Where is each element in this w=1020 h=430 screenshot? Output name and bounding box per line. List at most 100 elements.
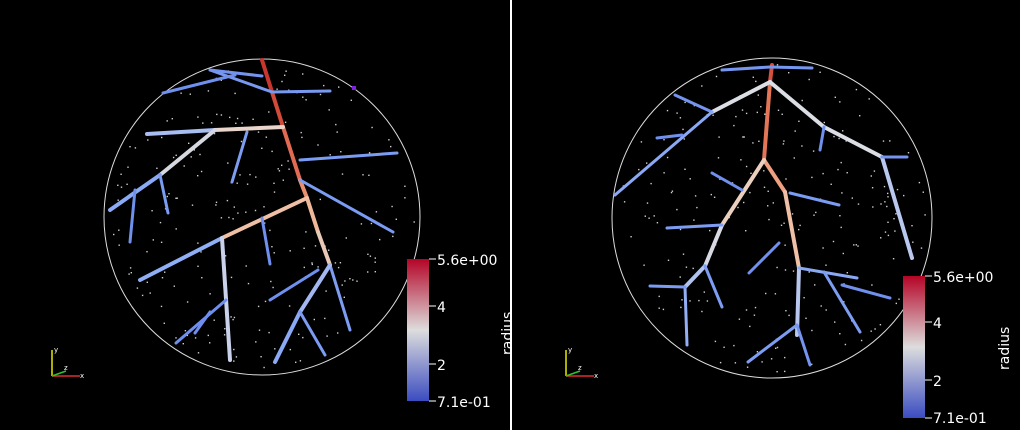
seed-point [666, 109, 669, 112]
seed-point [166, 120, 168, 122]
seed-point [912, 241, 914, 243]
seed-point [226, 199, 229, 202]
seed-point [681, 299, 683, 301]
seed-point [341, 173, 344, 175]
seed-point [127, 166, 129, 168]
render-view-right[interactable]: y x z 5.6e+00 4 2 7.1e-01 radius [512, 0, 1020, 430]
seed-point [896, 188, 899, 191]
seed-point [188, 142, 190, 144]
seed-point [643, 264, 645, 266]
seed-point [761, 361, 763, 363]
seed-point [263, 206, 265, 208]
render-view-left[interactable]: y x z 5.6e+00 4 2 7.1e-01 radius [0, 0, 510, 430]
seed-point [884, 201, 886, 203]
orientation-axes-widget: y x z [51, 346, 84, 380]
seed-point [213, 319, 215, 321]
seed-point [750, 172, 752, 174]
seed-point [745, 112, 748, 115]
seed-point [305, 99, 307, 101]
seed-point [301, 136, 303, 139]
seed-point [349, 278, 351, 280]
seed-point [880, 237, 882, 239]
seed-point [658, 295, 660, 298]
seed-point [784, 269, 787, 271]
seed-point [813, 214, 815, 216]
seed-point [740, 159, 742, 161]
seed-point [341, 284, 343, 286]
seed-point [193, 149, 195, 151]
seed-point [235, 122, 237, 124]
seed-point [676, 208, 678, 211]
seed-point [803, 297, 805, 299]
seed-point [175, 154, 177, 156]
seed-point [202, 122, 204, 124]
seed-point [811, 329, 813, 332]
seed-point [650, 182, 652, 185]
seed-point [300, 131, 302, 134]
seed-point [220, 114, 223, 116]
seed-point [757, 94, 759, 96]
seed-point [126, 183, 128, 185]
seed-point [288, 168, 290, 170]
seed-point [233, 206, 235, 208]
seed-point [701, 310, 703, 313]
seed-point [395, 218, 397, 220]
seed-point [799, 224, 801, 227]
seed-point [768, 218, 770, 221]
seed-point [839, 215, 841, 217]
seed-point [191, 204, 194, 206]
seed-point [161, 136, 163, 139]
seed-point [788, 314, 790, 317]
seed-point [263, 366, 265, 369]
seed-point [120, 186, 123, 188]
seed-point [841, 192, 843, 194]
seed-point [794, 130, 796, 132]
seed-point [682, 128, 684, 131]
seed-point [186, 301, 189, 303]
seed-point [197, 175, 199, 177]
seed-point [245, 211, 247, 213]
seed-point [685, 266, 688, 268]
seed-point [882, 140, 885, 142]
seed-point [281, 164, 283, 166]
seed-point [798, 228, 800, 231]
seed-point [907, 152, 910, 154]
seed-point [738, 318, 741, 320]
seed-point [640, 141, 643, 143]
seed-point [658, 307, 660, 309]
seed-point [200, 170, 203, 173]
seed-point [281, 80, 283, 83]
seed-point [814, 284, 816, 286]
seed-point [838, 137, 840, 140]
seed-point [146, 281, 148, 283]
seed-point [895, 302, 897, 305]
seed-point [374, 257, 376, 259]
seed-point [770, 358, 773, 360]
seed-point [911, 225, 913, 227]
colorbar-tick-4: 4 [933, 316, 942, 332]
seed-point [832, 240, 835, 243]
seed-point [268, 331, 270, 334]
seed-point [317, 144, 319, 146]
seed-point [268, 111, 270, 113]
seed-point [808, 271, 810, 273]
seed-point [285, 70, 287, 72]
seed-point [223, 334, 226, 336]
seed-point [197, 352, 200, 354]
seed-point [819, 71, 821, 73]
colorbar-tick-2: 2 [933, 374, 942, 390]
seed-point [273, 191, 276, 193]
seed-point [277, 168, 279, 170]
seed-point [840, 161, 842, 164]
colorbar-right: 5.6e+00 4 2 7.1e-01 radius [903, 270, 1013, 427]
seed-point [808, 78, 810, 81]
seed-point [696, 206, 698, 209]
seed-point [339, 262, 342, 264]
seed-point [190, 156, 192, 158]
seed-point [213, 132, 216, 135]
seed-point [680, 306, 682, 309]
seed-point [745, 165, 748, 168]
view-splitter[interactable] [510, 0, 512, 430]
seed-point [653, 215, 655, 217]
seed-point [362, 174, 364, 176]
